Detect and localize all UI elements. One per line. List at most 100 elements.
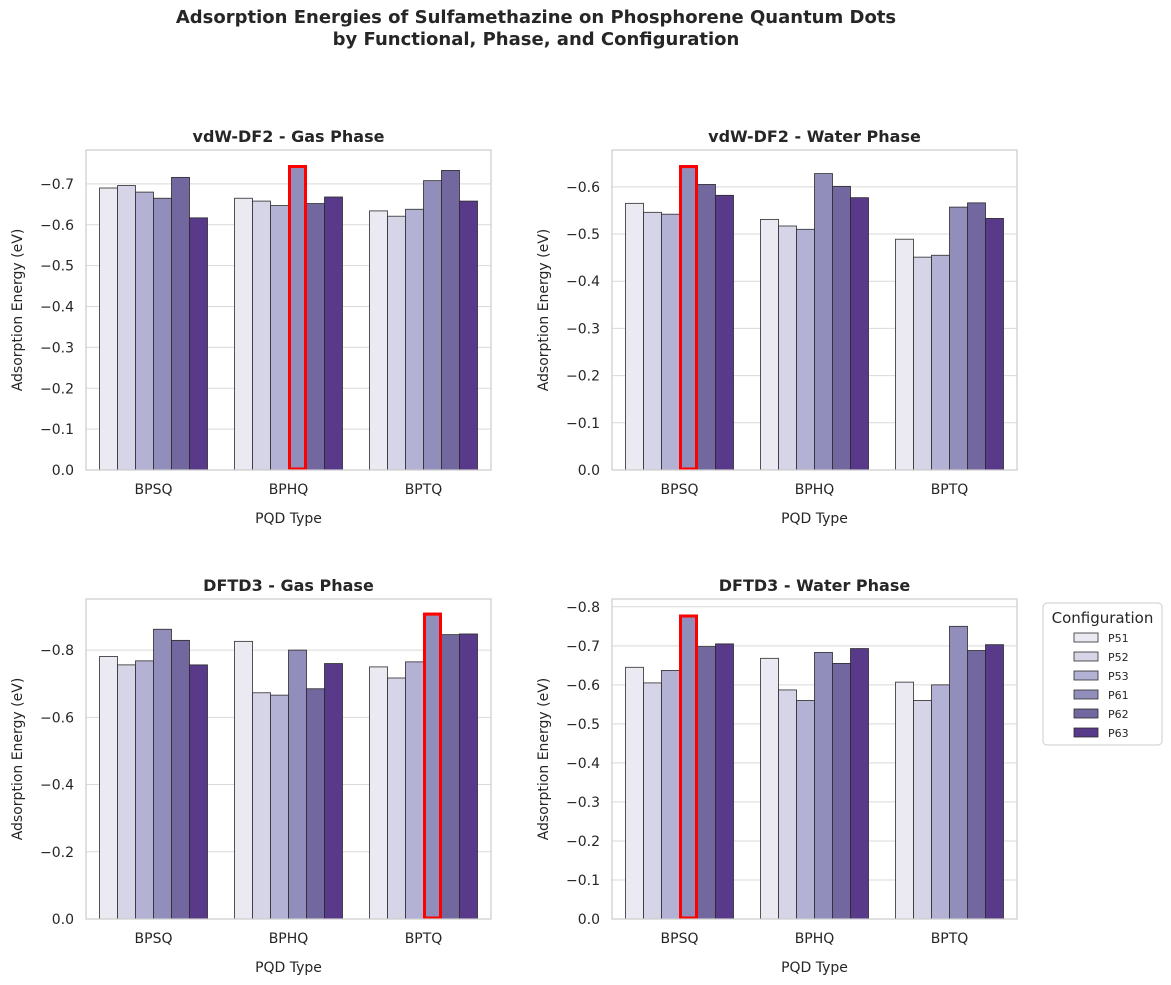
bar-P61-BPHQ (814, 652, 833, 920)
legend-label-P51: P51 (1108, 632, 1129, 645)
bar-P51-BPHQ (760, 218, 779, 471)
y-tick-label: −0.4 (566, 756, 600, 772)
y-tick-label: −0.5 (566, 717, 600, 733)
bar-P63-BPSQ (189, 664, 208, 920)
legend-box (1042, 602, 1163, 746)
highlight-outline (423, 612, 442, 920)
bar-P61-BPHQ (288, 165, 307, 471)
bar-P53-BPTQ (931, 254, 950, 471)
y-tick-label: −0.1 (40, 422, 74, 438)
y-tick-label: −0.6 (40, 710, 74, 726)
bar-P63-BPSQ (715, 194, 734, 471)
axes-frame (611, 149, 1018, 471)
bar-P53-BPTQ (931, 684, 950, 920)
bar-P62-BPTQ (441, 634, 460, 920)
legend-swatch-P51 (1073, 632, 1099, 643)
bar-P61-BPSQ (679, 614, 698, 920)
bar-P61-BPHQ (814, 173, 833, 471)
chart-panel-4: 0.0 −0.1 −0.2 −0.3 −0.4 −0.5 −0.6 −0.7 −0.8 BPSQ B… (536, 576, 1018, 976)
bar-P51-BPHQ (234, 640, 253, 920)
highlight-outline (288, 165, 307, 471)
x-tick-label: BPTQ (931, 931, 969, 947)
x-tick-label: BPHQ (269, 931, 309, 947)
axes-frame (85, 598, 492, 920)
bar-P62-BPSQ (697, 184, 716, 471)
bar-P52-BPTQ (387, 215, 406, 471)
panel-title: vdW-DF2 - Gas Phase (193, 127, 385, 146)
bar-P52-BPTQ (387, 677, 406, 920)
bar-P63-BPHQ (850, 648, 869, 920)
legend-swatch-P52 (1073, 651, 1099, 662)
bar-P63-BPTQ (459, 200, 478, 471)
figure-title-line-1: Adsorption Energies of Sulfamethazine on… (175, 7, 897, 28)
y-axis-label: Adsorption Energy (eV) (536, 229, 552, 392)
x-tick-label: BPSQ (135, 931, 173, 947)
panel-title: vdW-DF2 - Water Phase (708, 127, 921, 146)
y-tick-label: −0.2 (566, 369, 600, 385)
y-axis-label: Adsorption Energy (eV) (536, 678, 552, 841)
bar-P63-BPSQ (715, 643, 734, 920)
bar-P51-BPSQ (99, 656, 118, 920)
legend: Configuration P51 P52 P53 P61 P62 P63 (1042, 602, 1163, 746)
y-tick-label: −0.2 (566, 834, 600, 850)
bar-P62-BPSQ (697, 646, 716, 920)
bar-P52-BPTQ (913, 256, 932, 471)
y-tick-label: −0.3 (566, 321, 600, 337)
bar-P61-BPSQ (153, 628, 172, 920)
x-tick-label: BPHQ (795, 931, 835, 947)
bar-P62-BPHQ (832, 185, 851, 471)
bar-P53-BPSQ (135, 191, 154, 471)
y-tick-label: −0.6 (566, 180, 600, 196)
bar-P63-BPHQ (324, 663, 343, 920)
x-axis-label: PQD Type (781, 960, 848, 976)
legend-label-P53: P53 (1108, 670, 1129, 683)
bar-P62-BPTQ (967, 202, 986, 471)
bar-P63-BPTQ (985, 218, 1004, 471)
bar-P62-BPHQ (306, 688, 325, 920)
y-tick-label: −0.2 (40, 845, 74, 861)
y-tick-label: −0.7 (566, 639, 600, 655)
y-axis-label: Adsorption Energy (eV) (10, 229, 26, 392)
x-axis-label: PQD Type (255, 511, 322, 527)
bar-P52-BPHQ (252, 692, 271, 920)
bar-P51-BPHQ (234, 197, 253, 471)
y-tick-label: −0.3 (566, 795, 600, 811)
bar-P62-BPSQ (171, 176, 190, 471)
chart-panel-2: 0.0 −0.1 −0.2 −0.3 −0.4 −0.5 −0.6 BPSQ BPHQ BPTQ v… (536, 127, 1018, 527)
legend-label-P63: P63 (1108, 727, 1129, 740)
bar-P52-BPSQ (643, 682, 662, 920)
bar-P53-BPHQ (270, 205, 289, 471)
y-tick-label: −0.4 (566, 274, 600, 290)
bar-P62-BPHQ (306, 203, 325, 471)
x-tick-label: BPTQ (931, 482, 969, 498)
y-tick-label: 0.0 (578, 912, 600, 928)
y-tick-label: −0.1 (566, 873, 600, 889)
bar-P52-BPHQ (778, 225, 797, 471)
bar-P51-BPTQ (369, 666, 388, 920)
bar-P53-BPHQ (796, 700, 815, 920)
y-tick-label: −0.7 (40, 177, 74, 193)
bar-P53-BPSQ (661, 670, 680, 920)
y-tick-label: 0.0 (52, 463, 74, 479)
bar-P51-BPTQ (369, 210, 388, 471)
bar-P53-BPSQ (135, 660, 154, 920)
bar-P51-BPSQ (625, 202, 644, 471)
legend-swatch-P63 (1073, 727, 1099, 738)
y-tick-label: −0.8 (566, 600, 600, 616)
bar-P51-BPSQ (99, 187, 118, 471)
panel-title: DFTD3 - Gas Phase (203, 576, 374, 595)
y-tick-label: −0.4 (40, 300, 74, 316)
bar-P62-BPTQ (967, 650, 986, 920)
bar-P52-BPSQ (117, 664, 136, 920)
bar-P53-BPHQ (270, 694, 289, 920)
legend-label-P61: P61 (1108, 689, 1129, 702)
bar-P52-BPTQ (913, 700, 932, 920)
bar-P53-BPHQ (796, 228, 815, 471)
legend-swatch-P61 (1073, 689, 1099, 700)
bar-P63-BPTQ (985, 644, 1004, 920)
bar-P51-BPTQ (895, 681, 914, 920)
bar-P63-BPSQ (189, 217, 208, 471)
bar-P53-BPTQ (405, 661, 424, 920)
bar-P61-BPTQ (423, 180, 442, 471)
